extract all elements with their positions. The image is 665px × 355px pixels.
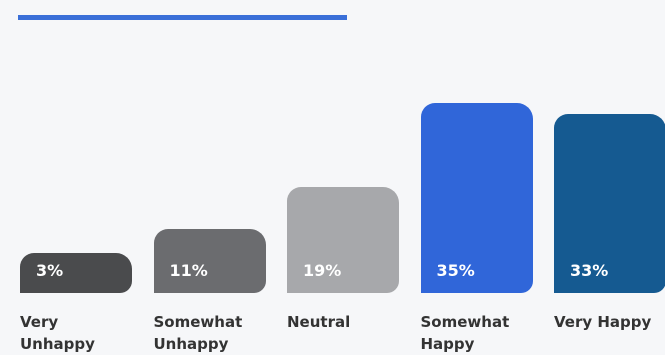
title-accent (18, 15, 347, 20)
bar: 11% (153, 229, 266, 293)
category-label: Somewhat Happy (420, 313, 510, 353)
value-label: 3% (36, 261, 64, 280)
value-label: 35% (436, 261, 475, 280)
category-label: Very Unhappy (20, 313, 95, 353)
category-label: Somewhat Unhappy (153, 313, 243, 353)
bar: 33% (554, 113, 665, 293)
category-label: Very Happy (554, 313, 652, 331)
bar: 35% (420, 103, 533, 293)
value-label: 11% (169, 261, 208, 280)
value-label: 33% (570, 261, 609, 280)
bar: 3% (20, 253, 132, 293)
category-label: Neutral (287, 313, 351, 331)
bar: 19% (287, 187, 399, 293)
value-label: 19% (303, 261, 342, 280)
